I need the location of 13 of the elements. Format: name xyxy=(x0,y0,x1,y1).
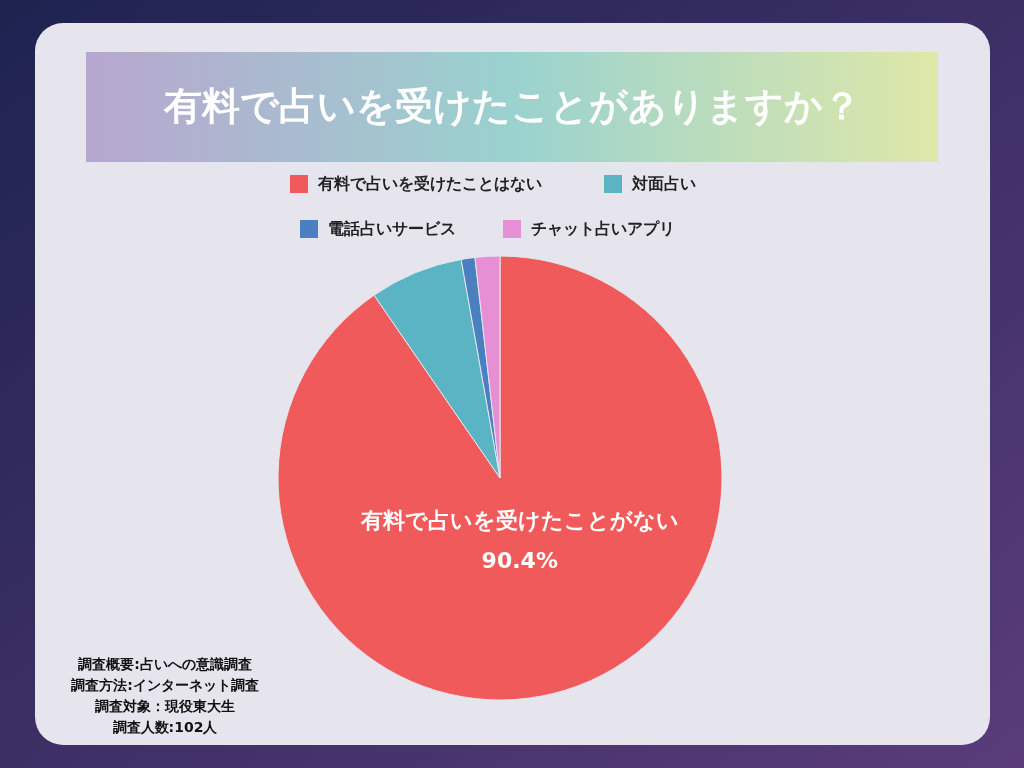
text: 調査人数:102人 xyxy=(112,719,219,735)
pie-slice xyxy=(277,255,723,701)
text: 調査対象：現役東大生 xyxy=(95,698,235,714)
text: 調査方法:インターネット調査 xyxy=(71,677,259,693)
legend-label: 電話占いサービス xyxy=(328,218,456,238)
data-label: 90.4% xyxy=(481,547,558,573)
text: 調査概要:占いへの意識調査 xyxy=(78,656,252,672)
chart-title: 有料で占いを受けたことがありますか？ xyxy=(162,83,861,128)
pie-slice xyxy=(373,258,501,479)
text: 有料で占いを受けたことがない xyxy=(360,507,679,533)
legend-label: 有料で占いを受けたことはない xyxy=(317,173,542,193)
legend-label: 対面占い xyxy=(631,173,696,193)
legend-label: チャット占いアプリ xyxy=(531,218,675,238)
